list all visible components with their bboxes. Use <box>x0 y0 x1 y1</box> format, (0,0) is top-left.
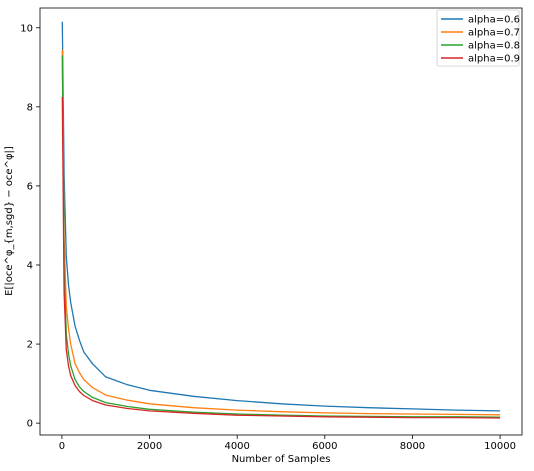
series-line-3 <box>61 55 501 418</box>
series-line-4 <box>61 96 501 419</box>
x-axis-label: Number of Samples <box>232 454 331 465</box>
legend-label-1: alpha=0.6 <box>468 15 520 26</box>
series-line-2 <box>61 49 501 416</box>
legend-label-3: alpha=0.8 <box>468 41 520 52</box>
series-line-1 <box>61 21 501 412</box>
legend-box <box>436 9 520 67</box>
y-axis-label-text: E[|oce^φ_{m,sgd} − oce^φ|] <box>4 146 15 296</box>
y-tick-label: 10 <box>20 23 33 34</box>
x-tick-label: 0 <box>59 441 65 452</box>
legend: alpha=0.6 alpha=0.7 alpha=0.8 alpha=0.9 <box>436 9 520 67</box>
y-tick-label: 8 <box>27 102 33 113</box>
plot-area <box>39 7 523 436</box>
y-axis-ticks: 0 2 4 6 8 10 <box>20 23 40 430</box>
legend-label-4: alpha=0.9 <box>468 54 520 65</box>
x-tick-label: 6000 <box>312 441 337 452</box>
x-tick-label: 2000 <box>137 441 162 452</box>
legend-label-2: alpha=0.7 <box>468 28 520 39</box>
y-tick-label: 6 <box>27 181 33 192</box>
x-tick-label: 10000 <box>484 441 516 452</box>
y-tick-label: 4 <box>27 260 33 271</box>
y-tick-label: 0 <box>27 419 33 430</box>
series-layer <box>61 21 501 419</box>
x-tick-label: 8000 <box>400 441 425 452</box>
x-axis-ticks: 0 2000 4000 6000 8000 10000 <box>59 435 516 452</box>
y-axis-label: E[|oce^φ_{m,sgd} − oce^φ|] <box>4 146 15 296</box>
y-tick-label: 2 <box>27 340 33 351</box>
x-tick-label: 4000 <box>224 441 249 452</box>
